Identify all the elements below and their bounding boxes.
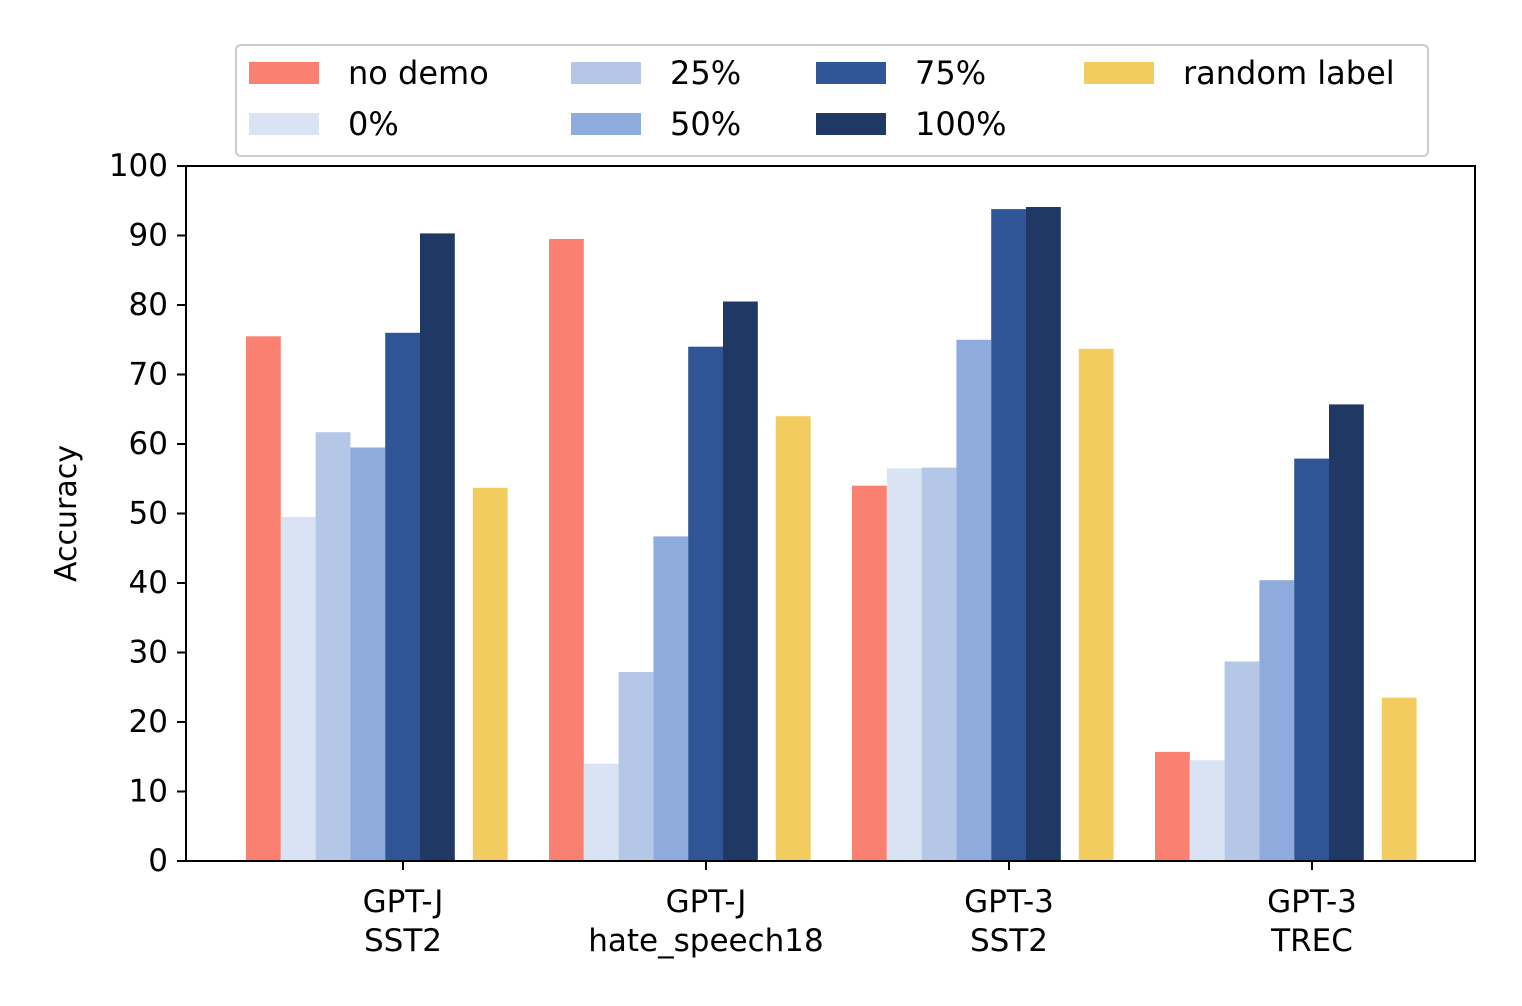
legend-swatch-25- xyxy=(571,62,641,84)
y-tick-label: 80 xyxy=(129,287,168,323)
y-tick-label: 20 xyxy=(129,704,168,740)
legend-swatch-0- xyxy=(249,113,319,135)
bar-random-label-0 xyxy=(472,487,508,861)
axes-layer: 0 10 20 30 40 50 60 70 80 90 100 GPT-J SST2 GPT-J hate… xyxy=(49,148,1476,959)
x-tick-label: GPT-3 TREC xyxy=(1267,884,1357,959)
legend-swatch-50- xyxy=(571,113,641,135)
y-tick-label: 0 xyxy=(148,843,168,879)
y-tick-label: 100 xyxy=(109,148,168,184)
bar-100--0 xyxy=(420,233,455,861)
bars-layer xyxy=(246,207,1417,862)
bar-100--1 xyxy=(723,301,758,861)
bar-25--0 xyxy=(315,432,351,861)
y-tick-label: 50 xyxy=(129,496,168,532)
bar-75--2 xyxy=(991,209,1026,862)
bar-25--1 xyxy=(618,672,654,861)
bar-75--0 xyxy=(385,332,420,861)
bar-no-demo-0 xyxy=(246,336,281,861)
bar-0--1 xyxy=(583,763,619,861)
bar-random-label-3 xyxy=(1381,697,1417,861)
bar-50--2 xyxy=(956,339,992,862)
bar-25--2 xyxy=(921,467,957,861)
bar-no-demo-3 xyxy=(1155,751,1190,861)
bar-75--1 xyxy=(688,346,723,861)
legend: no demo 25% 75% random label 0% 50% 100% xyxy=(235,44,1429,157)
bar-75--3 xyxy=(1294,458,1329,861)
legend-swatch-random-label xyxy=(1084,62,1154,84)
x-tick-label: GPT-J SST2 xyxy=(363,884,444,959)
y-tick-label: 70 xyxy=(129,357,168,393)
bar-0--3 xyxy=(1189,760,1225,861)
legend-label-random-label: random label xyxy=(1183,54,1395,92)
legend-label-100-: 100% xyxy=(915,105,1006,143)
legend-label-75-: 75% xyxy=(915,54,986,92)
bar-50--0 xyxy=(350,447,386,861)
legend-label-50-: 50% xyxy=(670,105,741,143)
bar-0--0 xyxy=(280,517,316,861)
x-tick-label: GPT-J hate_speech18 xyxy=(588,884,823,959)
y-tick-label: 90 xyxy=(129,218,168,254)
bar-random-label-1 xyxy=(775,416,811,861)
bar-random-label-2 xyxy=(1078,348,1114,861)
bar-50--3 xyxy=(1259,580,1295,861)
y-tick-label: 60 xyxy=(129,426,168,462)
legend-swatch-100- xyxy=(816,113,886,135)
bar-no-demo-2 xyxy=(852,485,887,861)
legend-swatch-no-demo xyxy=(249,62,319,84)
bar-0--2 xyxy=(886,468,922,861)
bar-50--1 xyxy=(653,536,689,861)
bar-100--3 xyxy=(1329,404,1364,861)
bar-100--2 xyxy=(1026,207,1061,861)
bar-no-demo-1 xyxy=(549,239,584,861)
y-tick-label: 30 xyxy=(129,635,168,671)
legend-label-25-: 25% xyxy=(670,54,741,92)
legend-label-no-demo: no demo xyxy=(348,54,489,92)
y-tick-label: 10 xyxy=(129,774,168,810)
x-tick-label: GPT-3 SST2 xyxy=(964,884,1054,959)
y-axis-title: Accuracy xyxy=(49,445,84,582)
bar-25--3 xyxy=(1224,661,1260,861)
legend-label-0-: 0% xyxy=(348,105,399,143)
legend-swatch-75- xyxy=(816,62,886,84)
y-tick-label: 40 xyxy=(129,565,168,601)
